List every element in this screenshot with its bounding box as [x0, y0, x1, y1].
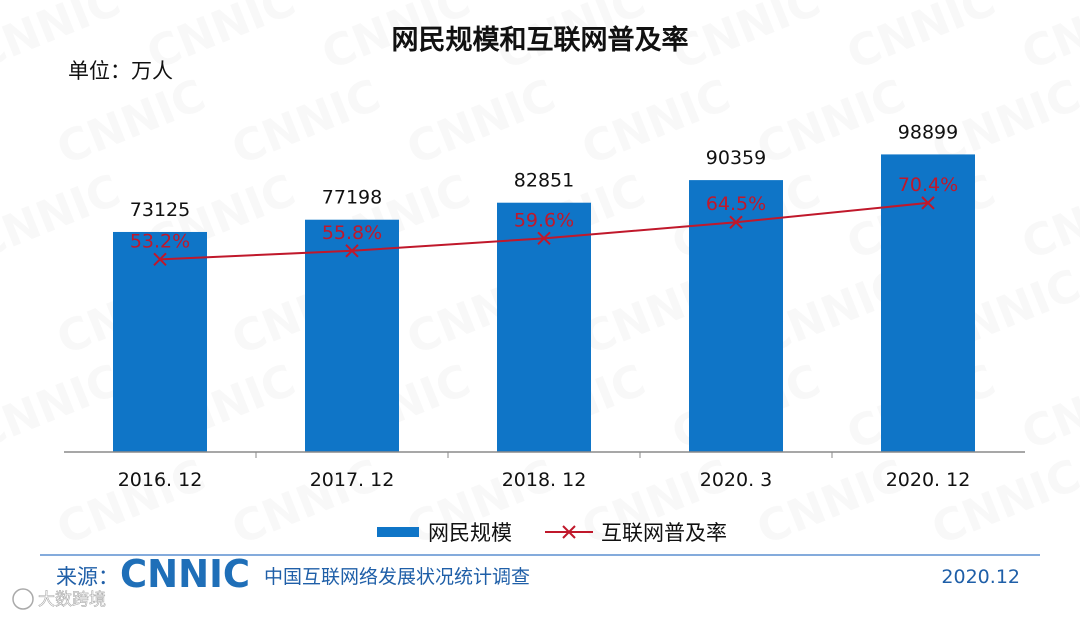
watermark-text: CNNIC [50, 450, 212, 555]
source-label: 来源： [56, 565, 119, 589]
bar-value-label: 73125 [130, 199, 190, 221]
watermark-text: CNNIC [0, 355, 127, 460]
line-value-label: 53.2% [130, 230, 190, 252]
line-series [153, 196, 935, 267]
watermark-text: CNNIC [50, 70, 212, 175]
legend-bar-swatch [377, 527, 419, 537]
watermark-text: CNNIC [1015, 355, 1080, 460]
line-value-labels: 53.2% 55.8% 59.6% 64.5% 70.4% [130, 174, 958, 252]
line-marker [345, 244, 359, 258]
bar [497, 202, 591, 452]
unit-label: 单位：万人 [68, 59, 173, 83]
bar [305, 219, 399, 452]
corner-brand-logo: 大数跨境 [12, 588, 106, 610]
watermark-text: CNNIC [225, 70, 387, 175]
line-value-label: 55.8% [322, 222, 382, 244]
legend-x-marker [562, 525, 576, 539]
bar-value-label: 77198 [322, 187, 382, 209]
bar-value-label: 98899 [898, 121, 958, 143]
line-value-label: 59.6% [514, 209, 574, 231]
x-tick-label: 2020. 12 [886, 469, 971, 491]
bar [113, 231, 207, 452]
bar-value-label: 82851 [514, 170, 574, 192]
watermark-text: CNNIC [1015, 165, 1080, 270]
line-marker [921, 196, 935, 210]
legend-line-label: 互联网普及率 [601, 521, 727, 545]
x-axis-ticks: 2016. 12 2017. 12 2018. 12 2020. 3 2020. 12 [118, 452, 971, 491]
watermark-text: CNNIC [1015, 0, 1080, 80]
line-marker [537, 231, 551, 246]
watermark-text: CNNIC [840, 0, 1002, 80]
cnnic-logo: CNNIC [120, 552, 250, 596]
watermark-text: CNNIC [665, 0, 827, 80]
watermark-text: CNNIC [225, 450, 387, 555]
line-marker [729, 215, 743, 229]
bar-value-label: 90359 [706, 147, 766, 169]
x-tick-label: 2018. 12 [502, 469, 587, 491]
x-tick-label: 2020. 3 [700, 469, 773, 491]
x-tick-label: 2017. 12 [310, 469, 395, 491]
line-value-label: 70.4% [898, 174, 958, 196]
bar-value-labels: 73125 77198 82851 90359 98899 [130, 121, 958, 221]
brand-mark-icon [12, 588, 34, 610]
watermark-text: CNNIC [0, 165, 127, 270]
watermark-text: CNNIC [925, 450, 1080, 555]
line-marker [153, 252, 167, 267]
line-value-label: 64.5% [706, 193, 766, 215]
corner-brand-text: 大数跨境 [38, 590, 106, 610]
bar-series [113, 154, 975, 452]
report-date: 2020.12 [941, 566, 1020, 588]
chart-title: 网民规模和互联网普及率 [392, 24, 689, 56]
x-tick-label: 2016. 12 [118, 469, 203, 491]
watermark-text: CNNIC [750, 450, 912, 555]
source-organization: 中国互联网络发展状况统计调查 [264, 566, 530, 588]
legend: 网民规模 互联网普及率 [377, 521, 727, 545]
bar [881, 154, 975, 452]
watermark-text: CNNIC [400, 70, 562, 175]
legend-bar-label: 网民规模 [428, 521, 512, 545]
